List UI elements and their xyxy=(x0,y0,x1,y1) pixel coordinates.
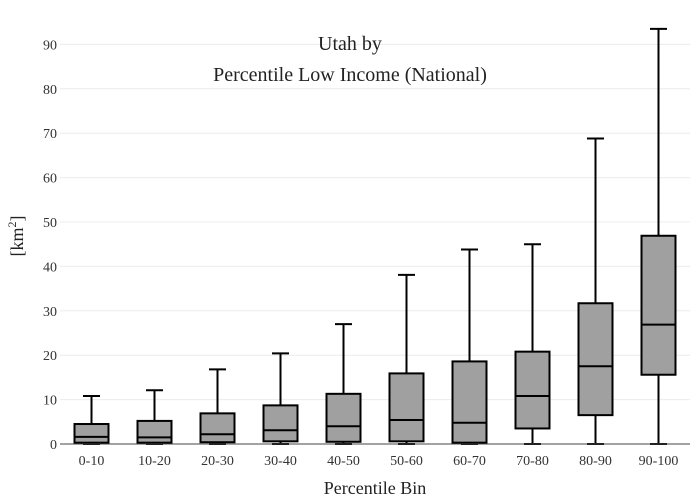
x-tick-label: 30-40 xyxy=(264,454,297,469)
box-40-50 xyxy=(325,323,362,445)
y-tick-label: 10 xyxy=(43,394,57,409)
chart-title-line2: Percentile Low Income (National) xyxy=(213,64,487,86)
box-90-100 xyxy=(640,27,677,445)
box-20-30 xyxy=(199,368,236,445)
y-tick-label: 30 xyxy=(43,305,57,320)
iqr-box xyxy=(199,412,236,444)
box-10-20 xyxy=(136,389,173,445)
iqr-box xyxy=(136,419,173,444)
iqr-box xyxy=(262,404,299,443)
x-tick-label: 50-60 xyxy=(390,454,423,469)
x-tick-label: 10-20 xyxy=(138,454,171,469)
iqr-box xyxy=(388,372,425,443)
y-axis-ticks: 0 10 20 30 40 50 60 70 80 90 xyxy=(43,38,57,453)
x-tick-label: 60-70 xyxy=(453,454,486,469)
iqr-box xyxy=(73,423,110,444)
y-tick-label: 20 xyxy=(43,349,57,364)
y-tick-label: 80 xyxy=(43,83,57,98)
y-tick-label: 40 xyxy=(43,260,57,275)
iqr-box xyxy=(577,302,614,417)
y-axis-label: [km2] xyxy=(5,216,27,257)
x-tick-label: 70-80 xyxy=(516,454,549,469)
box-50-60 xyxy=(388,273,425,445)
x-tick-label: 0-10 xyxy=(79,454,105,469)
iqr-box xyxy=(325,392,362,443)
x-axis-ticks: 0-10 10-20 20-30 30-40 40-50 50-60 60-70 70-80 8… xyxy=(79,454,679,469)
y-tick-label: 50 xyxy=(43,216,57,231)
y-tick-label: 70 xyxy=(43,127,57,142)
iqr-box xyxy=(514,350,551,430)
box-70-80 xyxy=(514,243,551,445)
y-axis-label-close: ] xyxy=(7,216,27,222)
y-axis-label-superscript: 2 xyxy=(5,222,19,228)
gridlines xyxy=(60,43,690,401)
box-60-70 xyxy=(451,248,488,445)
x-axis-label: Percentile Bin xyxy=(324,478,426,498)
chart-title-line1: Utah by xyxy=(318,33,382,55)
box-80-90 xyxy=(577,137,614,445)
y-tick-label: 90 xyxy=(43,38,57,53)
x-tick-label: 20-30 xyxy=(201,454,234,469)
x-tick-label: 80-90 xyxy=(579,454,612,469)
box-0-10 xyxy=(73,395,110,445)
x-tick-label: 90-100 xyxy=(639,454,679,469)
iqr-box xyxy=(451,360,488,444)
box-series xyxy=(73,27,677,445)
y-tick-label: 60 xyxy=(43,172,57,187)
iqr-box xyxy=(640,234,677,376)
x-tick-label: 40-50 xyxy=(327,454,360,469)
y-axis-label-main: [km xyxy=(7,228,27,257)
box-30-40 xyxy=(262,352,299,445)
y-tick-label: 0 xyxy=(50,438,57,453)
